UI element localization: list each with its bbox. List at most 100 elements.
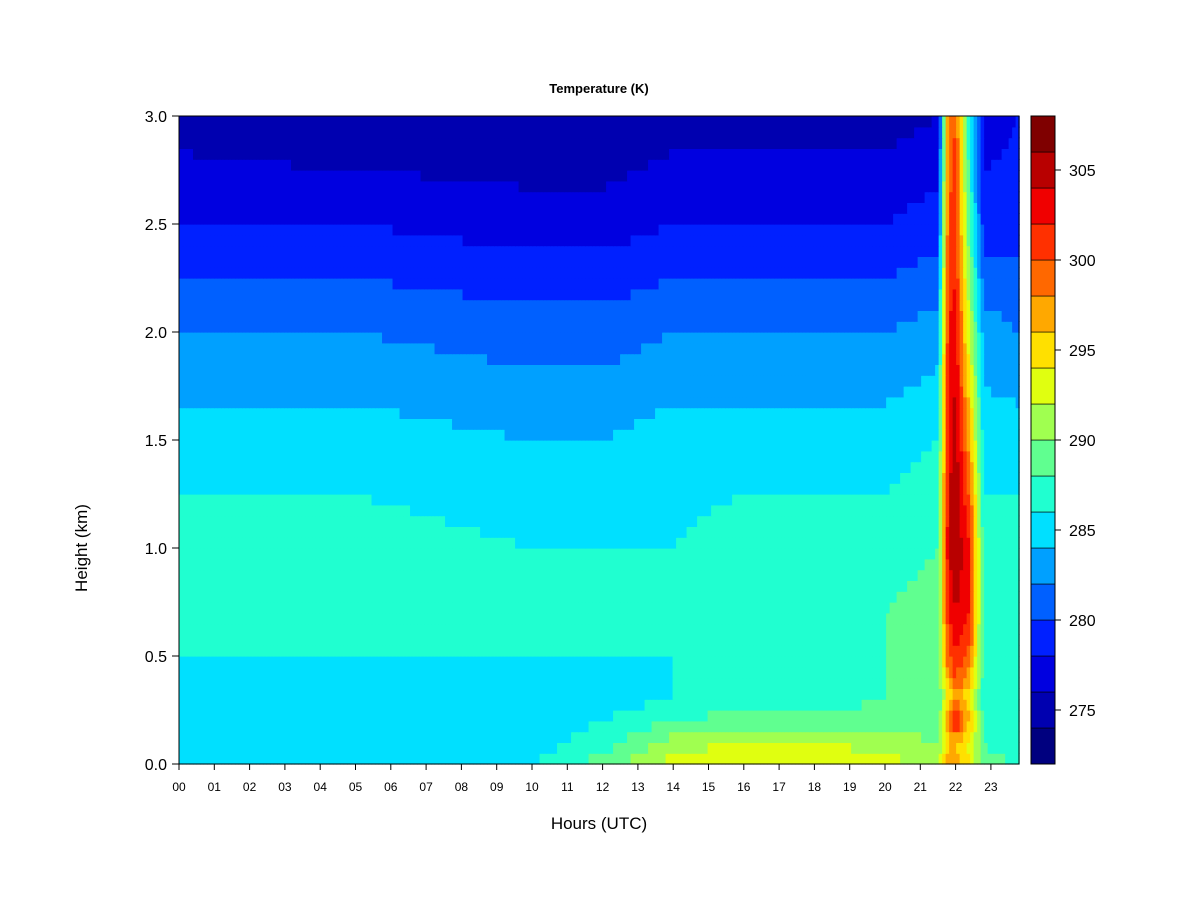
heatmap-cell [882, 656, 887, 668]
heatmap-cell [214, 580, 219, 592]
heatmap-cell [665, 699, 670, 711]
heatmap-cell [529, 645, 534, 657]
heatmap-cell [914, 666, 919, 679]
heatmap-cell [903, 634, 908, 646]
heatmap-cell [543, 569, 548, 581]
heatmap-cell [252, 699, 257, 711]
heatmap-cell [770, 753, 775, 765]
heatmap-cell [592, 580, 597, 592]
heatmap-cell [490, 666, 495, 679]
heatmap-cell [760, 656, 765, 668]
heatmap-cell [497, 623, 502, 635]
heatmap-cell [959, 612, 964, 625]
heatmap-cell [284, 666, 289, 679]
heatmap-cell [343, 666, 348, 679]
heatmap-cell [256, 612, 261, 625]
heatmap-cell [329, 580, 334, 592]
heatmap-cell [399, 623, 404, 635]
heatmap-cell [501, 656, 506, 668]
heatmap-cell [683, 677, 688, 689]
heatmap-cell [627, 569, 632, 581]
heatmap-cell [774, 602, 779, 614]
heatmap-cell [1008, 699, 1013, 711]
heatmap-cell [249, 634, 254, 646]
heatmap-cell [991, 591, 996, 603]
heatmap-cell [651, 742, 656, 754]
heatmap-cell [375, 558, 380, 571]
heatmap-cell [858, 720, 863, 733]
heatmap-cell [781, 731, 786, 743]
heatmap-cell [725, 558, 730, 571]
heatmap-cell [417, 634, 422, 646]
heatmap-cell [242, 580, 247, 592]
heatmap-cell [235, 591, 240, 603]
heatmap-cell [294, 656, 299, 668]
heatmap-cell [896, 699, 901, 711]
heatmap-cell [714, 591, 719, 603]
heatmap-cell [725, 634, 730, 646]
heatmap-cell [613, 558, 618, 571]
heatmap-cell [616, 720, 621, 733]
heatmap-cell [452, 677, 457, 689]
heatmap-cell [928, 612, 933, 625]
heatmap-cell [571, 699, 576, 711]
heatmap-cell [592, 548, 597, 560]
heatmap-cell [497, 753, 502, 765]
heatmap-cell [375, 753, 380, 765]
heatmap-cell [438, 677, 443, 689]
heatmap-cell [557, 710, 562, 722]
heatmap-cell [252, 602, 257, 614]
heatmap-cell [865, 591, 870, 603]
heatmap-cell [627, 580, 632, 592]
heatmap-cell [550, 699, 555, 711]
heatmap-cell [273, 677, 278, 689]
heatmap-cell [399, 537, 404, 549]
heatmap-cell [385, 591, 390, 603]
heatmap-cell [875, 569, 880, 581]
heatmap-cell [634, 731, 639, 743]
heatmap-cell [798, 699, 803, 711]
heatmap-cell [963, 699, 968, 711]
heatmap-cell [641, 612, 646, 625]
heatmap-cell [781, 677, 786, 689]
heatmap-cell [210, 710, 215, 722]
heatmap-cell [977, 591, 982, 603]
heatmap-cell [371, 591, 376, 603]
heatmap-cell [634, 688, 639, 700]
heatmap-cell [749, 537, 754, 549]
heatmap-cell [574, 634, 579, 646]
heatmap-cell [329, 537, 334, 549]
heatmap-cell [529, 731, 534, 743]
heatmap-cell [553, 688, 558, 700]
heatmap-cell [851, 634, 856, 646]
heatmap-cell [868, 710, 873, 722]
heatmap-cell [434, 688, 439, 700]
heatmap-cell [900, 720, 905, 733]
heatmap-cell [249, 720, 254, 733]
heatmap-cell [627, 753, 632, 765]
heatmap-cell [963, 753, 968, 765]
heatmap-cell [935, 580, 940, 592]
heatmap-cell [364, 720, 369, 733]
heatmap-cell [774, 623, 779, 635]
heatmap-cell [315, 612, 320, 625]
heatmap-cell [595, 742, 600, 754]
heatmap-cell [350, 623, 355, 635]
heatmap-cell [322, 623, 327, 635]
heatmap-cell [795, 753, 800, 765]
heatmap-cell [756, 591, 761, 603]
heatmap-cell [753, 699, 758, 711]
heatmap-cell [991, 720, 996, 733]
heatmap-cell [973, 710, 978, 722]
heatmap-cell [728, 548, 733, 560]
heatmap-cell [553, 602, 558, 614]
heatmap-cell [732, 720, 737, 733]
heatmap-cell [235, 548, 240, 560]
heatmap-cell [336, 742, 341, 754]
heatmap-cell [718, 699, 723, 711]
heatmap-cell [819, 710, 824, 722]
heatmap-cell [868, 688, 873, 700]
heatmap-cell [375, 612, 380, 625]
heatmap-cell [721, 612, 726, 625]
heatmap-cell [567, 710, 572, 722]
